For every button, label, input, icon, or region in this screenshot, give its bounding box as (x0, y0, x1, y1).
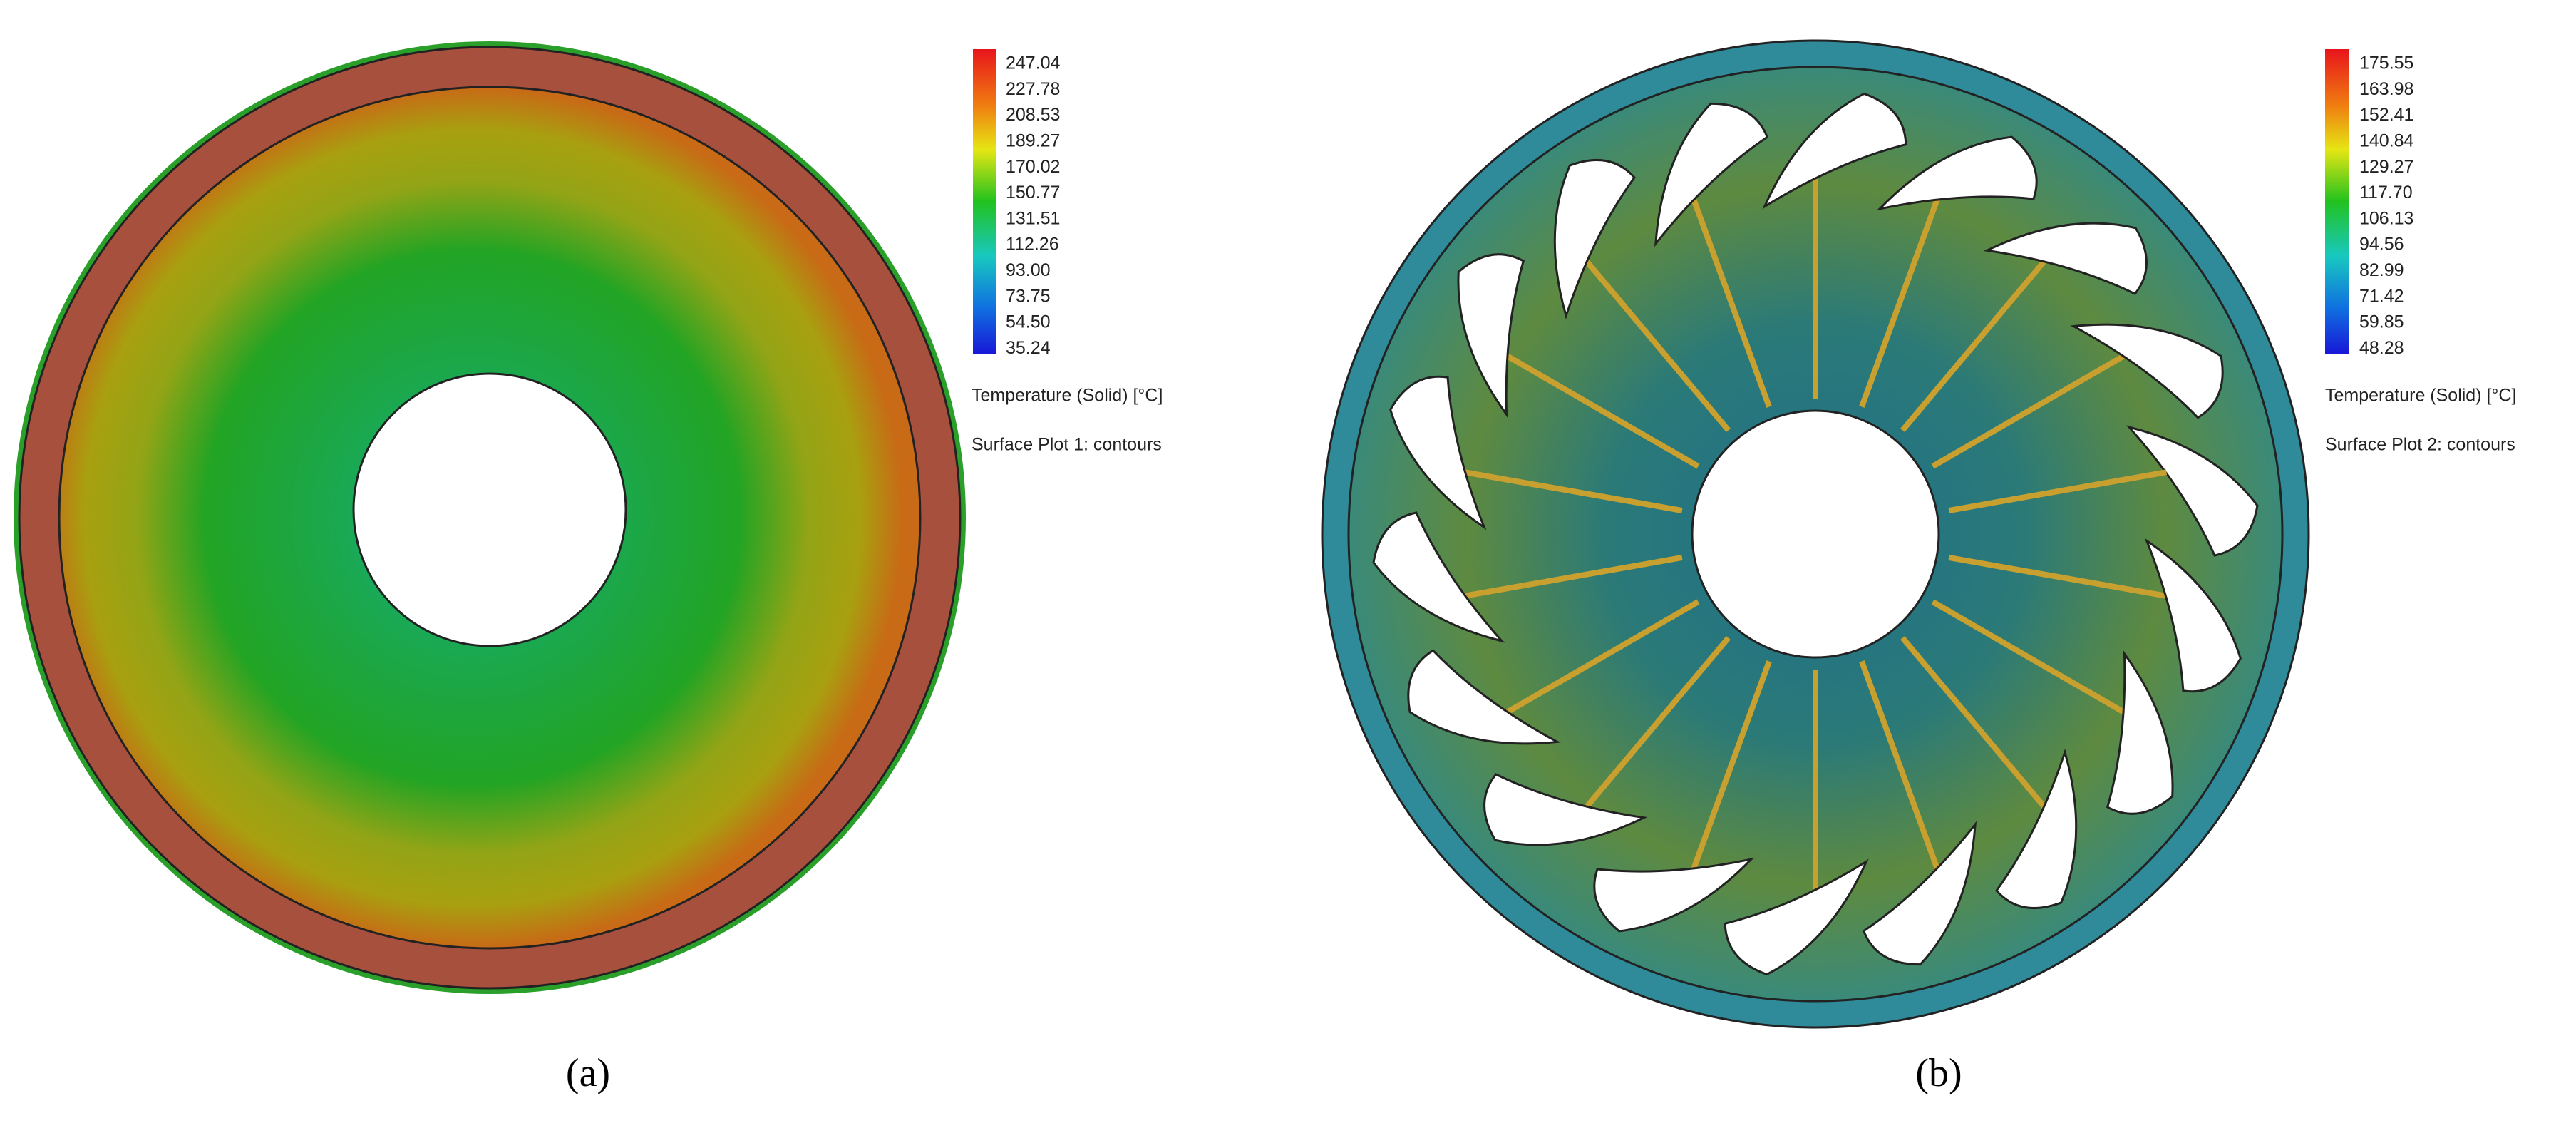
spoke (1859, 660, 1940, 871)
colorbar-tick-label: 131.51 (1006, 208, 1060, 228)
slot (1389, 375, 1487, 530)
blade-slot (1593, 857, 1755, 933)
spoke (1463, 469, 1683, 513)
disc-a (14, 41, 966, 994)
colorbar-tick-label: 150.77 (1006, 183, 1060, 202)
blade-slot (1483, 773, 1648, 846)
colorbar-tick-label: 175.55 (2359, 53, 2413, 73)
colorbar-tick-label: 82.99 (2359, 260, 2404, 280)
colorbar-tick-label: 112.26 (1006, 235, 1059, 255)
slot (1862, 821, 1977, 966)
colorbar-tick-label: 247.04 (1006, 53, 1061, 73)
slot (1876, 135, 2038, 211)
colorbar-tick-label: 73.75 (1006, 286, 1051, 306)
blade-slot (1654, 102, 1769, 247)
spoke (1948, 555, 2168, 599)
colorbar-tick-label: 227.78 (1006, 79, 1060, 99)
colorbar-tick-label: 170.02 (1006, 157, 1060, 177)
panel-label: (b) (1915, 1051, 1962, 1095)
slot (1407, 649, 1561, 745)
spoke (1691, 660, 1772, 871)
colorbar-tick-label: 163.98 (2359, 79, 2413, 99)
colorbar-tick-label: 48.28 (2359, 338, 2404, 358)
colorbar-title: Temperature (Solid) [°C] (2325, 386, 2516, 406)
plot-name: Surface Plot 2: contours (2325, 435, 2515, 455)
colorbar-tick-label: 59.85 (2359, 312, 2404, 332)
panel-label: (a) (566, 1051, 610, 1095)
spoke (1584, 635, 1731, 809)
colorbar-tick-label: 140.84 (2359, 131, 2414, 151)
spoke (1505, 353, 1700, 469)
colorbar-title: Temperature (Solid) [°C] (972, 386, 1163, 406)
blade-slot (1389, 375, 1487, 530)
colorbar-tick-label: 208.53 (1006, 105, 1060, 125)
colorbar-tick-label: 117.70 (2359, 183, 2413, 202)
blade-slot (1995, 748, 2078, 910)
spoke (1584, 259, 1731, 433)
spoke (1931, 353, 2126, 469)
colorbar-tick-label: 106.13 (2359, 208, 2413, 228)
spoke (1931, 599, 2126, 715)
blade-slot (1457, 253, 1525, 418)
spoke (1900, 635, 2047, 809)
slot (2106, 650, 2174, 815)
colorbar-a (973, 49, 996, 354)
blade-slot (1762, 92, 1907, 210)
wheel-b (1321, 39, 2310, 1029)
colorbar-tick-label: 54.50 (1006, 312, 1051, 332)
blade-slot (1372, 511, 1505, 643)
colorbar-b (2325, 49, 2349, 354)
spoke (1948, 469, 2168, 513)
slot (2144, 538, 2242, 693)
slot (1654, 102, 1769, 247)
blade-slot (1862, 821, 1977, 966)
colorbar-tick-label: 129.27 (2359, 157, 2413, 177)
slot (1724, 858, 1869, 976)
blade-slot (1553, 158, 1636, 320)
slot (1553, 158, 1636, 320)
spoke (1463, 555, 1683, 599)
colorbar-tick-label: 35.24 (1006, 338, 1051, 358)
slot (1372, 511, 1505, 643)
blade-slot (1876, 135, 2038, 211)
slot (1983, 222, 2148, 295)
blade-slot (2126, 425, 2259, 557)
blade-slot (1983, 222, 2148, 295)
colorbar-tick-label: 93.00 (1006, 260, 1051, 280)
slot (1593, 857, 1755, 933)
slot (2126, 425, 2259, 557)
blade-slot (2144, 538, 2242, 693)
slot (1483, 773, 1648, 846)
slot (1995, 748, 2078, 910)
spoke (1900, 259, 2047, 433)
spoke (1505, 599, 1700, 715)
slot (2070, 323, 2224, 419)
spoke (1859, 198, 1940, 408)
slot (1457, 253, 1525, 418)
slot (1762, 92, 1907, 210)
blade-slot (1724, 858, 1869, 976)
plot-name: Surface Plot 1: contours (972, 435, 1162, 455)
colorbar-tick-label: 71.42 (2359, 286, 2404, 306)
blade-slot (2070, 323, 2224, 419)
colorbar-tick-label: 189.27 (1006, 131, 1060, 151)
blade-slot (2106, 650, 2174, 815)
spoke (1691, 198, 1772, 408)
colorbar-tick-label: 94.56 (2359, 235, 2404, 255)
blade-slot (1407, 649, 1561, 745)
colorbar-tick-label: 152.41 (2359, 105, 2413, 125)
